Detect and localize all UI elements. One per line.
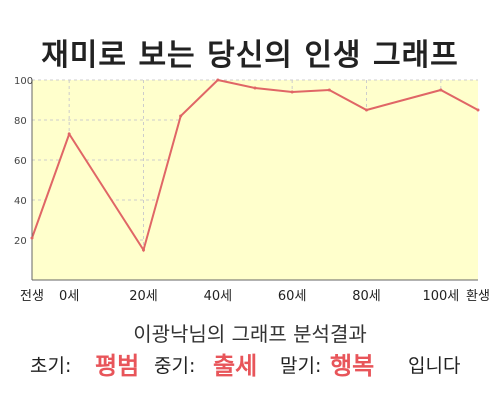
mid-label: 중기: — [154, 355, 196, 377]
x-tick-label: 0세 — [59, 289, 79, 304]
data-point — [142, 248, 145, 252]
y-tick-label: 20 — [14, 236, 27, 247]
y-tick-labels: 20 40 60 80 100 — [14, 76, 33, 247]
x-tick-label: 80세 — [352, 289, 381, 304]
data-point — [253, 86, 257, 90]
mid-value: 출세 — [213, 352, 258, 380]
area-fill — [32, 80, 478, 280]
x-tick-label: 환생 — [466, 289, 490, 304]
late-label: 말기: — [280, 355, 322, 377]
analysis-summary: 이광낙님의 그래프 분석결과 — [133, 322, 367, 346]
x-tick-label: 20세 — [129, 289, 158, 304]
data-point — [439, 88, 443, 92]
late-value: 행복 — [330, 352, 375, 380]
data-point — [179, 114, 183, 118]
y-tick-label: 80 — [14, 116, 27, 127]
y-tick-label: 100 — [14, 76, 33, 87]
data-point — [476, 108, 480, 112]
x-tick-label: 전생 — [20, 289, 44, 304]
data-point — [67, 132, 71, 136]
early-value: 평범 — [95, 352, 140, 380]
x-tick-label: 60세 — [278, 289, 307, 304]
x-tick-label: 100세 — [422, 289, 459, 304]
early-label: 초기: — [30, 355, 72, 377]
data-point — [365, 108, 368, 112]
data-point — [30, 236, 34, 240]
data-point — [216, 78, 220, 82]
x-tick-labels: 전생 0세 20세 40세 60세 80세 100세 환생 — [20, 289, 490, 304]
chart-title: 재미로 보는 당신의 인생 그래프 — [41, 38, 459, 73]
data-point — [290, 90, 294, 94]
x-tick-label: 40세 — [204, 289, 233, 304]
result-row: 초기: 평범 중기: 출세 말기: 행복 입니다 — [0, 343, 500, 383]
y-tick-label: 60 — [14, 156, 27, 167]
data-point — [327, 88, 331, 92]
result-tail: 입니다 — [408, 355, 461, 377]
y-tick-label: 40 — [14, 196, 27, 207]
